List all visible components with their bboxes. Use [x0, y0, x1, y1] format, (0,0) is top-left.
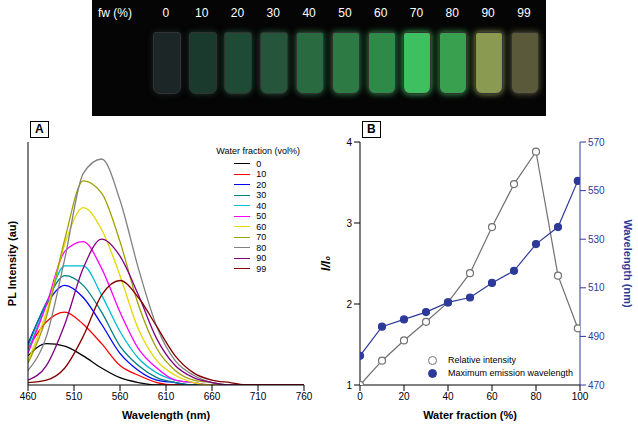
svg-text:570: 570 [588, 137, 605, 148]
html-text:fw (%): fw (%) [98, 6, 132, 20]
svg-text:80: 80 [530, 391, 542, 402]
svg-text:760: 760 [296, 391, 313, 402]
svg-text:100: 100 [572, 391, 589, 402]
html-text:99: 99 [256, 263, 267, 274]
svg-text:60: 60 [486, 391, 498, 402]
html-text:30: 30 [256, 190, 267, 200]
html-text:70: 70 [409, 6, 424, 20]
svg-text:Wavelength (nm): Wavelength (nm) [122, 409, 211, 421]
svg-text:I/I₀: I/I₀ [319, 256, 333, 271]
html-text:40: 40 [302, 6, 316, 20]
html-text:Relative intensity: Relative intensity [448, 355, 516, 365]
svg-text:560: 560 [112, 391, 129, 402]
html-text:Water fraction (vol%): Water fraction (vol%) [216, 146, 300, 156]
html-text:20: 20 [256, 179, 267, 190]
html-text:90: 90 [481, 6, 495, 20]
svg-text:3: 3 [346, 218, 352, 229]
svg-text:550: 550 [588, 185, 605, 196]
html-text:0: 0 [162, 6, 170, 20]
svg-text:4: 4 [346, 137, 352, 148]
html-text:10: 10 [195, 6, 209, 20]
svg-text:Water fraction (%): Water fraction (%) [423, 409, 517, 421]
html-text:60: 60 [374, 6, 388, 20]
svg-text:710: 710 [250, 391, 267, 402]
html-text:70: 70 [256, 232, 267, 242]
svg-text:1: 1 [346, 380, 352, 391]
svg-text:460: 460 [20, 391, 37, 402]
html-text:50: 50 [256, 211, 267, 221]
svg-text:510: 510 [588, 282, 605, 293]
svg-text:610: 610 [158, 391, 175, 402]
html-text:30: 30 [266, 6, 280, 20]
html-text:20: 20 [230, 6, 245, 20]
svg-text:510: 510 [66, 391, 83, 402]
html-text:80: 80 [445, 6, 459, 20]
html-text:0: 0 [256, 158, 262, 169]
html-text:A: A [35, 122, 44, 136]
svg-text:40: 40 [442, 391, 454, 402]
html-text:10: 10 [256, 169, 267, 179]
svg-text:490: 490 [588, 331, 605, 342]
svg-text:0: 0 [357, 391, 363, 402]
svg-text:530: 530 [588, 234, 605, 245]
html-text:90: 90 [256, 253, 267, 263]
html-text:Maximum emission wavelength: Maximum emission wavelength [448, 368, 573, 378]
html-text:40: 40 [256, 200, 267, 211]
html-text:50: 50 [338, 6, 352, 20]
svg-text:660: 660 [204, 391, 221, 402]
svg-text:20: 20 [398, 391, 410, 402]
svg-text:PL Intensity (au): PL Intensity (au) [6, 220, 18, 306]
html-text:99: 99 [517, 6, 531, 20]
html-text:B: B [367, 122, 376, 136]
html-text:80: 80 [256, 242, 267, 253]
svg-text:2: 2 [346, 299, 352, 310]
svg-text:470: 470 [588, 380, 605, 391]
html-text:60: 60 [256, 221, 267, 232]
svg-text:Wavelength (nm): Wavelength (nm) [622, 219, 634, 308]
